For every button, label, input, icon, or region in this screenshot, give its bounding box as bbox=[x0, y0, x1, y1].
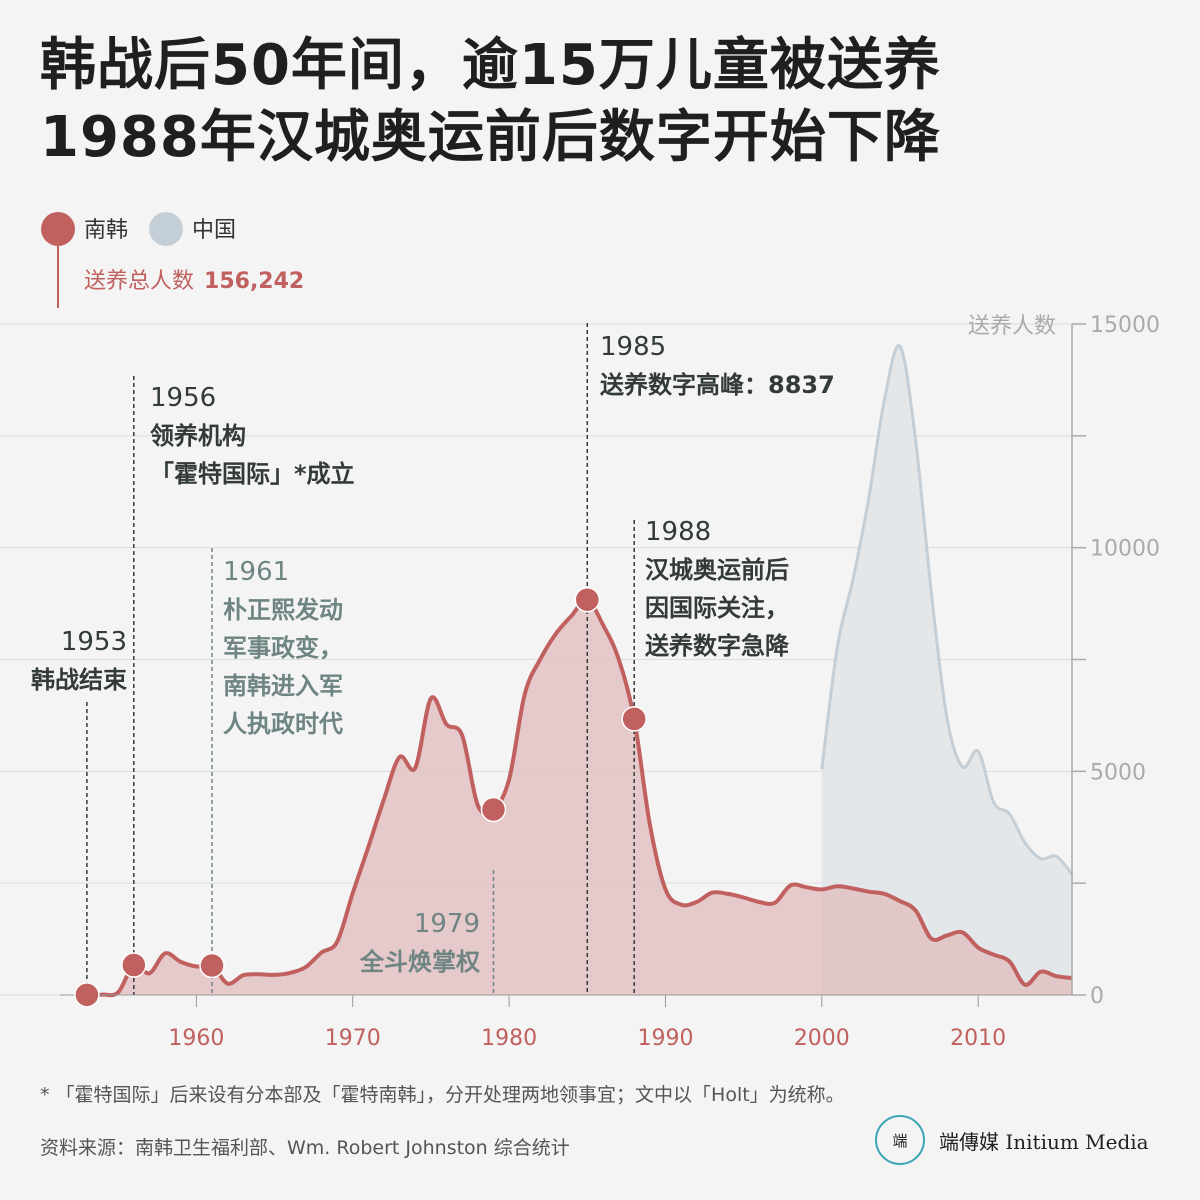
event-year-1985: 1985 bbox=[600, 332, 666, 362]
event-year-1956: 1956 bbox=[150, 383, 216, 413]
title-line-1: 韩战后50年间，逾15万儿童被送养 bbox=[40, 33, 941, 98]
total-value: 156,242 bbox=[204, 269, 304, 294]
highlight-points bbox=[74, 586, 647, 1008]
event-text-1988: 汉城奥运前后 bbox=[645, 556, 789, 584]
data-point-1961 bbox=[199, 952, 225, 979]
footnote: * 「霍特国际」后来设有分本部及「霍特南韩」，分开处理两地领事宜；文中以「Hol… bbox=[40, 1084, 845, 1106]
y-tick-label: 15000 bbox=[1090, 313, 1160, 338]
event-text-1956: 领养机构 bbox=[150, 422, 246, 450]
y-tick-label: 10000 bbox=[1090, 537, 1160, 562]
data-point-1988 bbox=[621, 706, 647, 732]
chart-title: 韩战后50年间，逾15万儿童被送养 1988年汉城奥运前后数字开始下降 bbox=[40, 30, 1160, 174]
x-tick-label: 1980 bbox=[481, 1026, 537, 1051]
x-tick-label: 2000 bbox=[794, 1026, 850, 1051]
y-tick-label: 5000 bbox=[1090, 760, 1146, 785]
event-text-1979: 全斗焕掌权 bbox=[359, 948, 480, 976]
title-line-2: 1988年汉城奥运前后数字开始下降 bbox=[40, 105, 941, 170]
event-text-1985: 送养数字高峰：8837 bbox=[600, 371, 835, 399]
series-korea-area bbox=[86, 599, 1072, 996]
legend-korea-swatch bbox=[41, 212, 75, 246]
event-text-1953: 韩战结束 bbox=[31, 666, 128, 694]
brand-logo-icon: 端 bbox=[875, 1115, 925, 1165]
legend: 南韩 中国 送养总人数 156,242 bbox=[41, 212, 304, 308]
y-tick-label: 0 bbox=[1090, 984, 1104, 1009]
adoption-chart: 0 5000 10000 15000 送养人数 1960 1970 1980 1990 2000 2… bbox=[0, 212, 1160, 1051]
data-point-1985 bbox=[574, 586, 601, 613]
event-text-1961: 军事政变， bbox=[223, 634, 343, 662]
axes: 0 5000 10000 15000 送养人数 1960 1970 1980 1990 2000 2… bbox=[60, 313, 1160, 1051]
event-year-1988: 1988 bbox=[645, 517, 711, 547]
legend-china-label: 中国 bbox=[192, 218, 236, 243]
x-tick-label: 1970 bbox=[325, 1026, 381, 1051]
total-label: 送养总人数 bbox=[84, 269, 194, 294]
event-year-1961: 1961 bbox=[223, 557, 289, 587]
event-text-1956: 「霍特国际」*成立 bbox=[150, 460, 355, 488]
event-text-1961: 人执政时代 bbox=[223, 710, 343, 738]
x-tick-label: 1990 bbox=[637, 1026, 693, 1051]
x-tick-label: 1960 bbox=[168, 1026, 224, 1051]
event-year-1979: 1979 bbox=[414, 909, 480, 939]
event-text-1961: 南韩进入军 bbox=[223, 672, 343, 700]
series-china-area bbox=[821, 345, 1072, 995]
legend-korea-label: 南韩 bbox=[84, 218, 128, 243]
data-point-1979 bbox=[480, 796, 507, 823]
event-text-1988: 因国际关注， bbox=[645, 594, 789, 622]
brand-name: 端傳媒 Initium Media bbox=[939, 1129, 1149, 1154]
y-axis-title: 送养人数 bbox=[968, 314, 1056, 339]
x-tick-label: 2010 bbox=[950, 1026, 1006, 1051]
brand: 端 端傳媒 Initium Media bbox=[875, 1112, 1149, 1168]
legend-china-swatch bbox=[149, 212, 183, 246]
event-year-1953: 1953 bbox=[61, 627, 127, 657]
event-text-1988: 送养数字急降 bbox=[645, 632, 790, 660]
data-point-1956 bbox=[121, 952, 147, 978]
total-adoptions: 送养总人数 156,242 bbox=[84, 269, 304, 294]
event-text-1961: 朴正熙发动 bbox=[223, 596, 343, 624]
series-china-line bbox=[820, 344, 1074, 876]
reference-lines bbox=[86, 323, 635, 995]
data-point-1953 bbox=[74, 982, 100, 1008]
source-note: 资料来源：南韩卫生福利部、Wm. Robert Johnston 综合统计 bbox=[40, 1137, 570, 1159]
